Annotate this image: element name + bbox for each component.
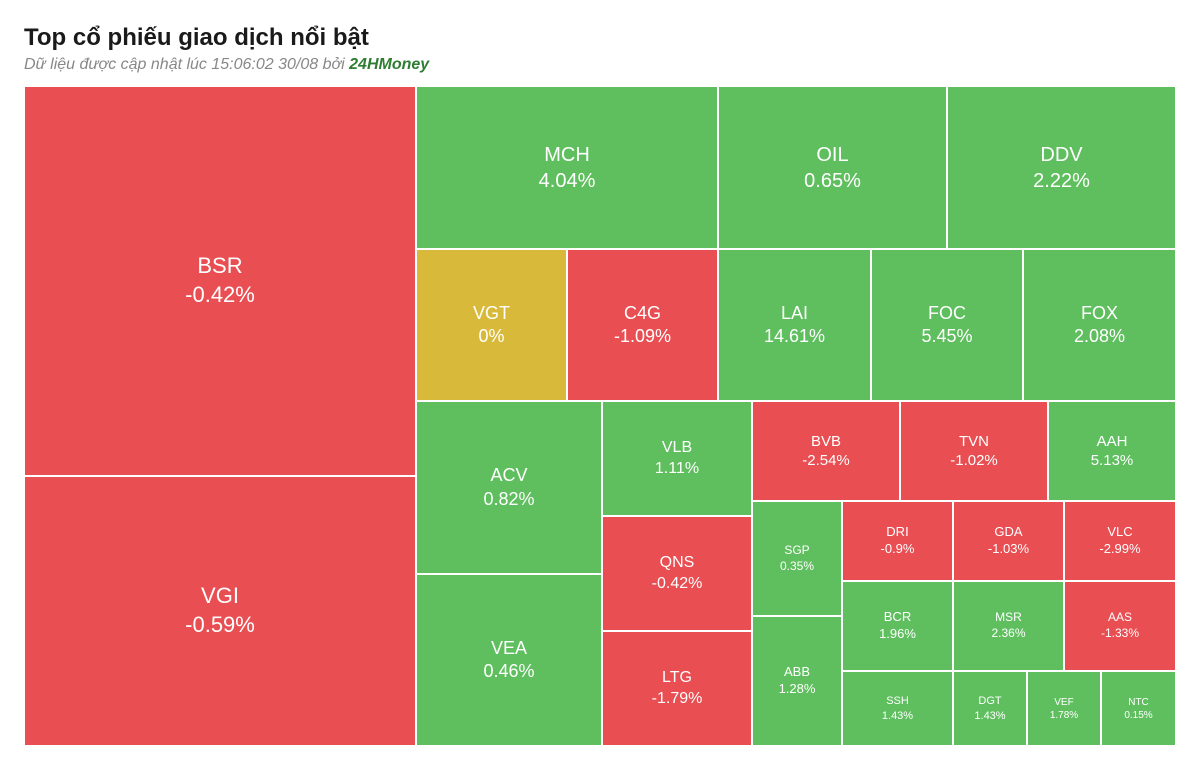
chart-subtitle: Dữ liệu được cập nhật lúc 15:06:02 30/08… [24,56,1176,74]
tile-pct: 5.45% [921,325,972,348]
tile-pct: 0.15% [1124,709,1152,722]
tile-symbol: DDV [1040,142,1082,168]
treemap-tile[interactable]: AAS-1.33% [1064,581,1176,671]
treemap-tile[interactable]: AAH5.13% [1048,401,1176,501]
chart-title: Top cổ phiếu giao dịch nổi bật [24,24,1176,52]
tile-pct: 2.08% [1074,325,1125,348]
tile-pct: 4.04% [539,168,596,194]
tile-symbol: BSR [197,252,242,281]
tile-pct: -1.03% [988,541,1029,558]
treemap-tile[interactable]: SSH1.43% [842,671,953,746]
treemap-tile[interactable]: DDV2.22% [947,86,1176,249]
chart-header: Top cổ phiếu giao dịch nổi bật Dữ liệu đ… [24,24,1176,74]
tile-symbol: VEA [491,637,527,660]
subtitle-text: Dữ liệu được cập nhật lúc 15:06:02 30/08… [24,56,349,73]
tile-symbol: LAI [781,302,808,325]
tile-symbol: C4G [624,302,661,325]
stock-treemap: BSR-0.42%VGI-0.59%MCH4.04%OIL0.65%DDV2.2… [24,86,1176,746]
tile-pct: 0.35% [780,559,814,575]
tile-symbol: VGT [473,302,510,325]
treemap-tile[interactable]: BSR-0.42% [24,86,416,476]
tile-pct: -0.9% [881,541,915,558]
tile-pct: 0.65% [804,168,861,194]
treemap-tile[interactable]: C4G-1.09% [567,249,718,401]
tile-symbol: FOX [1081,302,1118,325]
treemap-tile[interactable]: SGP0.35% [752,501,842,616]
treemap-tile[interactable]: MSR2.36% [953,581,1064,671]
tile-pct: 14.61% [764,325,825,348]
tile-pct: 1.28% [779,681,816,698]
treemap-tile[interactable]: GDA-1.03% [953,501,1064,581]
tile-symbol: VLC [1107,524,1132,541]
tile-pct: 1.78% [1050,709,1078,722]
tile-pct: -1.09% [614,325,671,348]
treemap-tile[interactable]: VGT0% [416,249,567,401]
treemap-tile[interactable]: VGI-0.59% [24,476,416,746]
tile-pct: -2.99% [1099,541,1140,558]
treemap-tile[interactable]: BVB-2.54% [752,401,900,501]
tile-pct: 1.11% [655,459,699,480]
treemap-tile[interactable]: NTC0.15% [1101,671,1176,746]
tile-pct: -2.54% [802,451,850,471]
treemap-tile[interactable]: VLB1.11% [602,401,752,516]
tile-pct: -1.33% [1101,626,1139,642]
tile-symbol: AAS [1108,610,1132,626]
treemap-tile[interactable]: VLC-2.99% [1064,501,1176,581]
tile-pct: 0.46% [483,660,534,683]
tile-symbol: VLB [662,438,692,459]
tile-symbol: DGT [978,694,1001,708]
treemap-tile[interactable]: VEF1.78% [1027,671,1101,746]
tile-symbol: SGP [784,543,809,559]
tile-symbol: ACV [490,464,527,487]
tile-symbol: OIL [816,142,848,168]
treemap-tile[interactable]: DGT1.43% [953,671,1027,746]
tile-symbol: BVB [811,432,841,452]
tile-symbol: AAH [1097,432,1128,452]
tile-symbol: VEF [1054,696,1073,709]
tile-symbol: MSR [995,610,1022,626]
tile-pct: 5.13% [1091,451,1134,471]
treemap-tile[interactable]: OIL0.65% [718,86,947,249]
treemap-tile[interactable]: ABB1.28% [752,616,842,746]
tile-pct: -1.79% [652,689,703,710]
tile-symbol: GDA [994,524,1022,541]
treemap-tile[interactable]: LTG-1.79% [602,631,752,746]
tile-pct: 0.82% [483,488,534,511]
tile-symbol: MCH [544,142,590,168]
treemap-tile[interactable]: DRI-0.9% [842,501,953,581]
treemap-tile[interactable]: ACV0.82% [416,401,602,574]
tile-symbol: NTC [1128,696,1149,709]
tile-pct: 1.43% [974,709,1005,723]
treemap-tile[interactable]: BCR1.96% [842,581,953,671]
tile-symbol: LTG [662,668,692,689]
tile-symbol: DRI [886,524,908,541]
treemap-tile[interactable]: VEA0.46% [416,574,602,746]
treemap-tile[interactable]: LAI14.61% [718,249,871,401]
tile-symbol: QNS [660,553,695,574]
tile-pct: 2.36% [991,626,1025,642]
treemap-tile[interactable]: FOX2.08% [1023,249,1176,401]
treemap-tile[interactable]: MCH4.04% [416,86,718,249]
tile-symbol: TVN [959,432,989,452]
tile-symbol: SSH [886,694,909,708]
brand-name: 24HMoney [349,56,429,73]
tile-pct: -1.02% [950,451,998,471]
tile-symbol: ABB [784,664,810,681]
tile-symbol: VGI [201,582,239,611]
tile-pct: -0.42% [185,281,255,310]
tile-pct: -0.42% [652,574,703,595]
treemap-tile[interactable]: FOC5.45% [871,249,1023,401]
tile-pct: -0.59% [185,611,255,640]
tile-symbol: FOC [928,302,966,325]
tile-symbol: BCR [884,609,911,626]
tile-pct: 0% [478,325,504,348]
tile-pct: 1.96% [879,626,916,643]
treemap-tile[interactable]: QNS-0.42% [602,516,752,631]
treemap-tile[interactable]: TVN-1.02% [900,401,1048,501]
tile-pct: 1.43% [882,709,913,723]
tile-pct: 2.22% [1033,168,1090,194]
